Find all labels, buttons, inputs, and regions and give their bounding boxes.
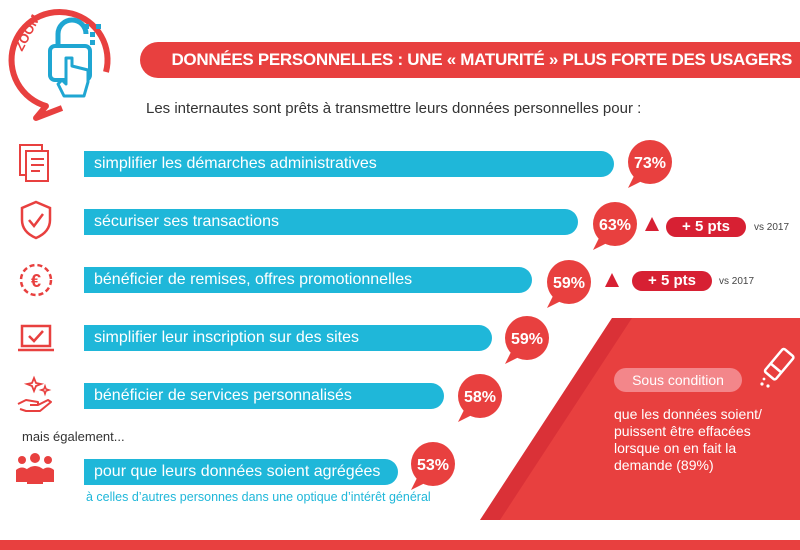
svg-text:€: € bbox=[31, 271, 41, 291]
change-vs-2: vs 2017 bbox=[719, 276, 755, 287]
condition-badge: Sous condition bbox=[614, 368, 742, 392]
bar-6 bbox=[84, 459, 398, 485]
condition-text: que les données soient/ puissent être ef… bbox=[614, 406, 762, 473]
value-label-1: 73% bbox=[634, 155, 666, 172]
zoom-logo: ZOOM bbox=[8, 8, 111, 121]
bottom-stripe bbox=[0, 540, 800, 550]
value-label-4: 59% bbox=[511, 331, 543, 348]
bar-label-1: simplifier les démarches administratives bbox=[94, 155, 377, 172]
value-bubble-2: 63% bbox=[593, 202, 637, 250]
bar-4 bbox=[84, 325, 492, 351]
bar-2 bbox=[84, 209, 578, 235]
change-vs-1: vs 2017 bbox=[754, 222, 790, 233]
value-bubble-5: 58% bbox=[458, 374, 502, 422]
padlock-hand-icon bbox=[48, 17, 101, 98]
eraser-icon bbox=[760, 347, 795, 388]
page-title: DONNÉES PERSONNELLES : UNE « MATURITÉ » … bbox=[171, 50, 792, 69]
bar-label-3: bénéficier de remises, offres promotionn… bbox=[94, 271, 413, 288]
sub-note: à celles d’autres personnes dans une opt… bbox=[86, 490, 431, 504]
hand-sparkle-icon bbox=[17, 375, 52, 412]
euro-icon: € bbox=[19, 263, 53, 297]
laptop-check-icon bbox=[18, 324, 54, 352]
bar-5 bbox=[84, 383, 444, 409]
value-bubble-3: 59% bbox=[547, 260, 591, 308]
bar-1 bbox=[84, 151, 614, 177]
value-label-6: 53% bbox=[417, 457, 449, 474]
value-label-5: 58% bbox=[464, 389, 496, 406]
bar-label-6: pour que leurs données soient agrégées bbox=[94, 463, 381, 480]
up-arrow-icon bbox=[605, 273, 619, 287]
bar-label-4: simplifier leur inscription sur des site… bbox=[94, 329, 359, 346]
bar-label-5: bénéficier de services personnalisés bbox=[94, 387, 352, 404]
value-label-3: 59% bbox=[553, 275, 585, 292]
value-label-2: 63% bbox=[599, 217, 631, 234]
shield-check-icon bbox=[20, 200, 52, 240]
value-bubble-6: 53% bbox=[411, 442, 455, 490]
document-icon bbox=[19, 144, 49, 182]
zoom-bubble-outline bbox=[8, 8, 111, 121]
value-bubble-1: 73% bbox=[628, 140, 672, 188]
people-icon bbox=[16, 453, 54, 484]
value-bubble-4: 59% bbox=[505, 316, 549, 364]
bar-3 bbox=[84, 267, 532, 293]
bar-label-2: sécuriser ses transactions bbox=[94, 213, 279, 230]
intro-text: Les internautes sont prêts à transmettre… bbox=[146, 100, 642, 117]
also-label: mais également... bbox=[22, 429, 125, 444]
up-arrow-icon bbox=[645, 217, 659, 231]
title-bar bbox=[140, 42, 800, 78]
change-badge-2: + 5 pts bbox=[632, 271, 712, 291]
change-badge-1: + 5 pts bbox=[666, 217, 746, 237]
